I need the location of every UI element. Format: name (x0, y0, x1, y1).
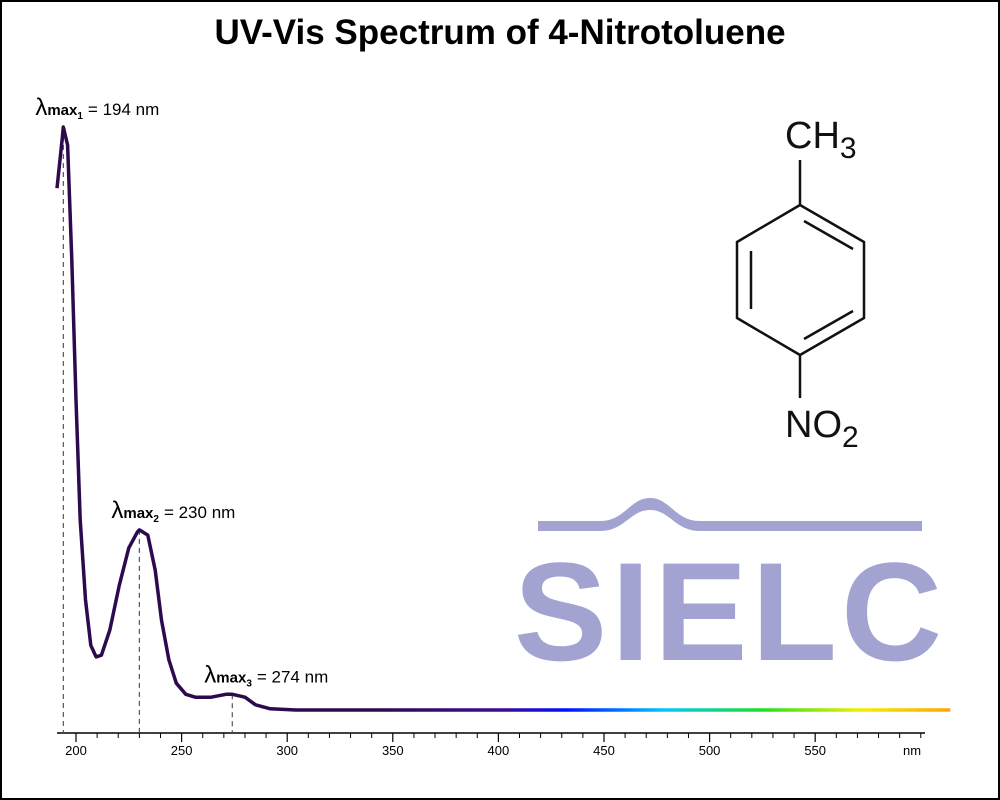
x-tick-label: 450 (593, 743, 615, 758)
lambda-sub: max (216, 669, 247, 686)
x-tick-label: 250 (171, 743, 193, 758)
lambda-index: 1 (77, 111, 83, 122)
molecule (735, 160, 866, 398)
logo-wave (538, 498, 922, 531)
x-tick-label: 200 (65, 743, 87, 758)
group-subscript: 3 (840, 132, 857, 165)
lambda-symbol: λ (204, 661, 216, 688)
group-text: CH (785, 115, 840, 157)
logo-text: SIELC (514, 533, 946, 690)
peak-label: λmax1 = 194 nm (35, 94, 159, 122)
peak-label: λmax2 = 230 nm (111, 497, 235, 525)
lambda-sub: max (47, 102, 78, 119)
logo: SIELC (514, 498, 946, 690)
x-tick-label: 550 (804, 743, 826, 758)
spectrum-line (55, 125, 951, 712)
x-tick-label: 300 (276, 743, 298, 758)
double-bond (803, 219, 854, 251)
peak-text: = 194 nm (88, 100, 159, 119)
peak-text: = 274 nm (257, 667, 328, 686)
group-label: NO2 (785, 404, 859, 454)
chart-title: UV-Vis Spectrum of 4-Nitrotoluene (214, 13, 785, 52)
lambda-sub: max (123, 505, 154, 522)
x-tick-label: 500 (699, 743, 721, 758)
double-bond (803, 309, 854, 341)
lambda-symbol: λ (111, 497, 123, 524)
x-tick-label: 400 (488, 743, 510, 758)
lambda-index: 2 (153, 514, 159, 525)
group-label: CH3 (785, 115, 857, 165)
lambda-symbol: λ (35, 94, 47, 121)
x-unit-label: nm (903, 743, 921, 758)
group-subscript: 2 (842, 421, 859, 454)
lambda-index: 3 (246, 678, 252, 689)
peak-text: = 230 nm (164, 503, 235, 522)
peak-label: λmax3 = 274 nm (204, 661, 328, 689)
group-text: NO (785, 404, 842, 446)
x-tick-label: 350 (382, 743, 404, 758)
